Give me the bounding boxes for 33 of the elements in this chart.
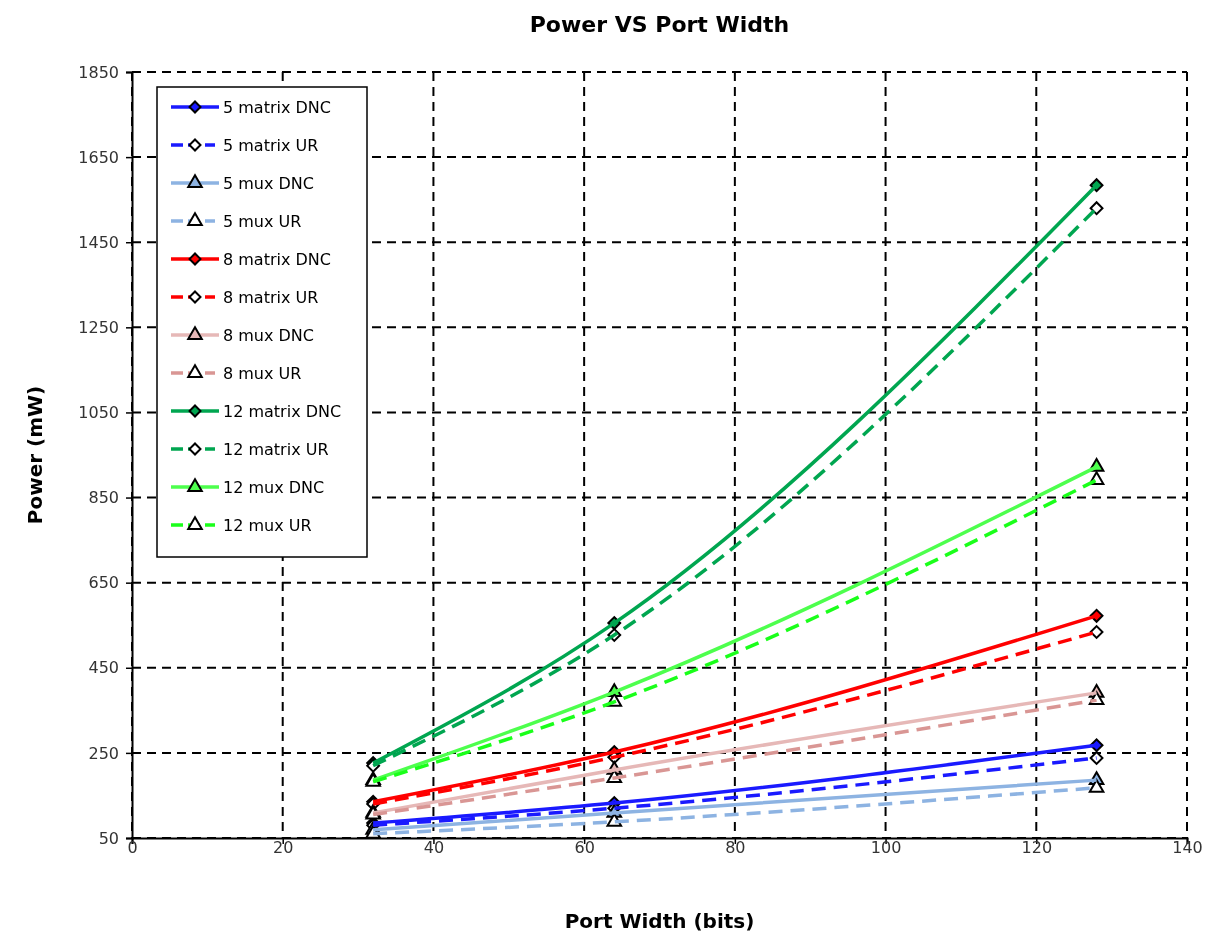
- x-tick-label: 100: [870, 838, 902, 857]
- legend-label: 12 mux UR: [223, 516, 312, 535]
- legend-label: 5 matrix DNC: [223, 98, 331, 117]
- x-tick-label: 40: [423, 838, 445, 857]
- y-tick-label: 850: [88, 488, 119, 508]
- x-tick-label: 140: [1172, 838, 1203, 857]
- x-tick-label: 80: [725, 838, 746, 857]
- y-tick-label: 1850: [78, 62, 119, 82]
- legend-label: 8 matrix UR: [223, 288, 319, 307]
- x-tick-label: 60: [574, 838, 595, 857]
- y-tick-label: 250: [88, 743, 119, 763]
- x-axis-title: Port Width (bits): [564, 909, 755, 933]
- legend-label: 5 mux DNC: [223, 174, 315, 193]
- legend-label: 8 mux UR: [223, 364, 302, 383]
- legend-label: 5 matrix UR: [223, 136, 319, 155]
- legend-label: 8 matrix DNC: [223, 250, 331, 269]
- x-tick-label: 0: [127, 838, 138, 857]
- y-tick-label: 450: [88, 658, 119, 678]
- legend-label: 8 mux DNC: [223, 326, 315, 345]
- y-tick-label: 1650: [78, 147, 119, 167]
- legend-label: 12 matrix UR: [223, 440, 329, 459]
- y-tick-label: 1450: [78, 232, 119, 252]
- chart-title: Power VS Port Width: [529, 12, 790, 37]
- y-tick-label: 50: [98, 828, 119, 848]
- y-tick-label: 1250: [78, 317, 119, 337]
- legend-label: 12 mux DNC: [223, 478, 325, 497]
- y-tick-label: 1050: [78, 403, 119, 423]
- legend-label: 5 mux UR: [223, 212, 302, 231]
- x-tick-label: 20: [273, 838, 294, 857]
- legend-label: 12 matrix DNC: [223, 402, 342, 421]
- y-tick-label: 650: [88, 573, 119, 593]
- x-tick-label: 120: [1021, 838, 1053, 857]
- y-axis-title: Power (mW): [23, 385, 47, 525]
